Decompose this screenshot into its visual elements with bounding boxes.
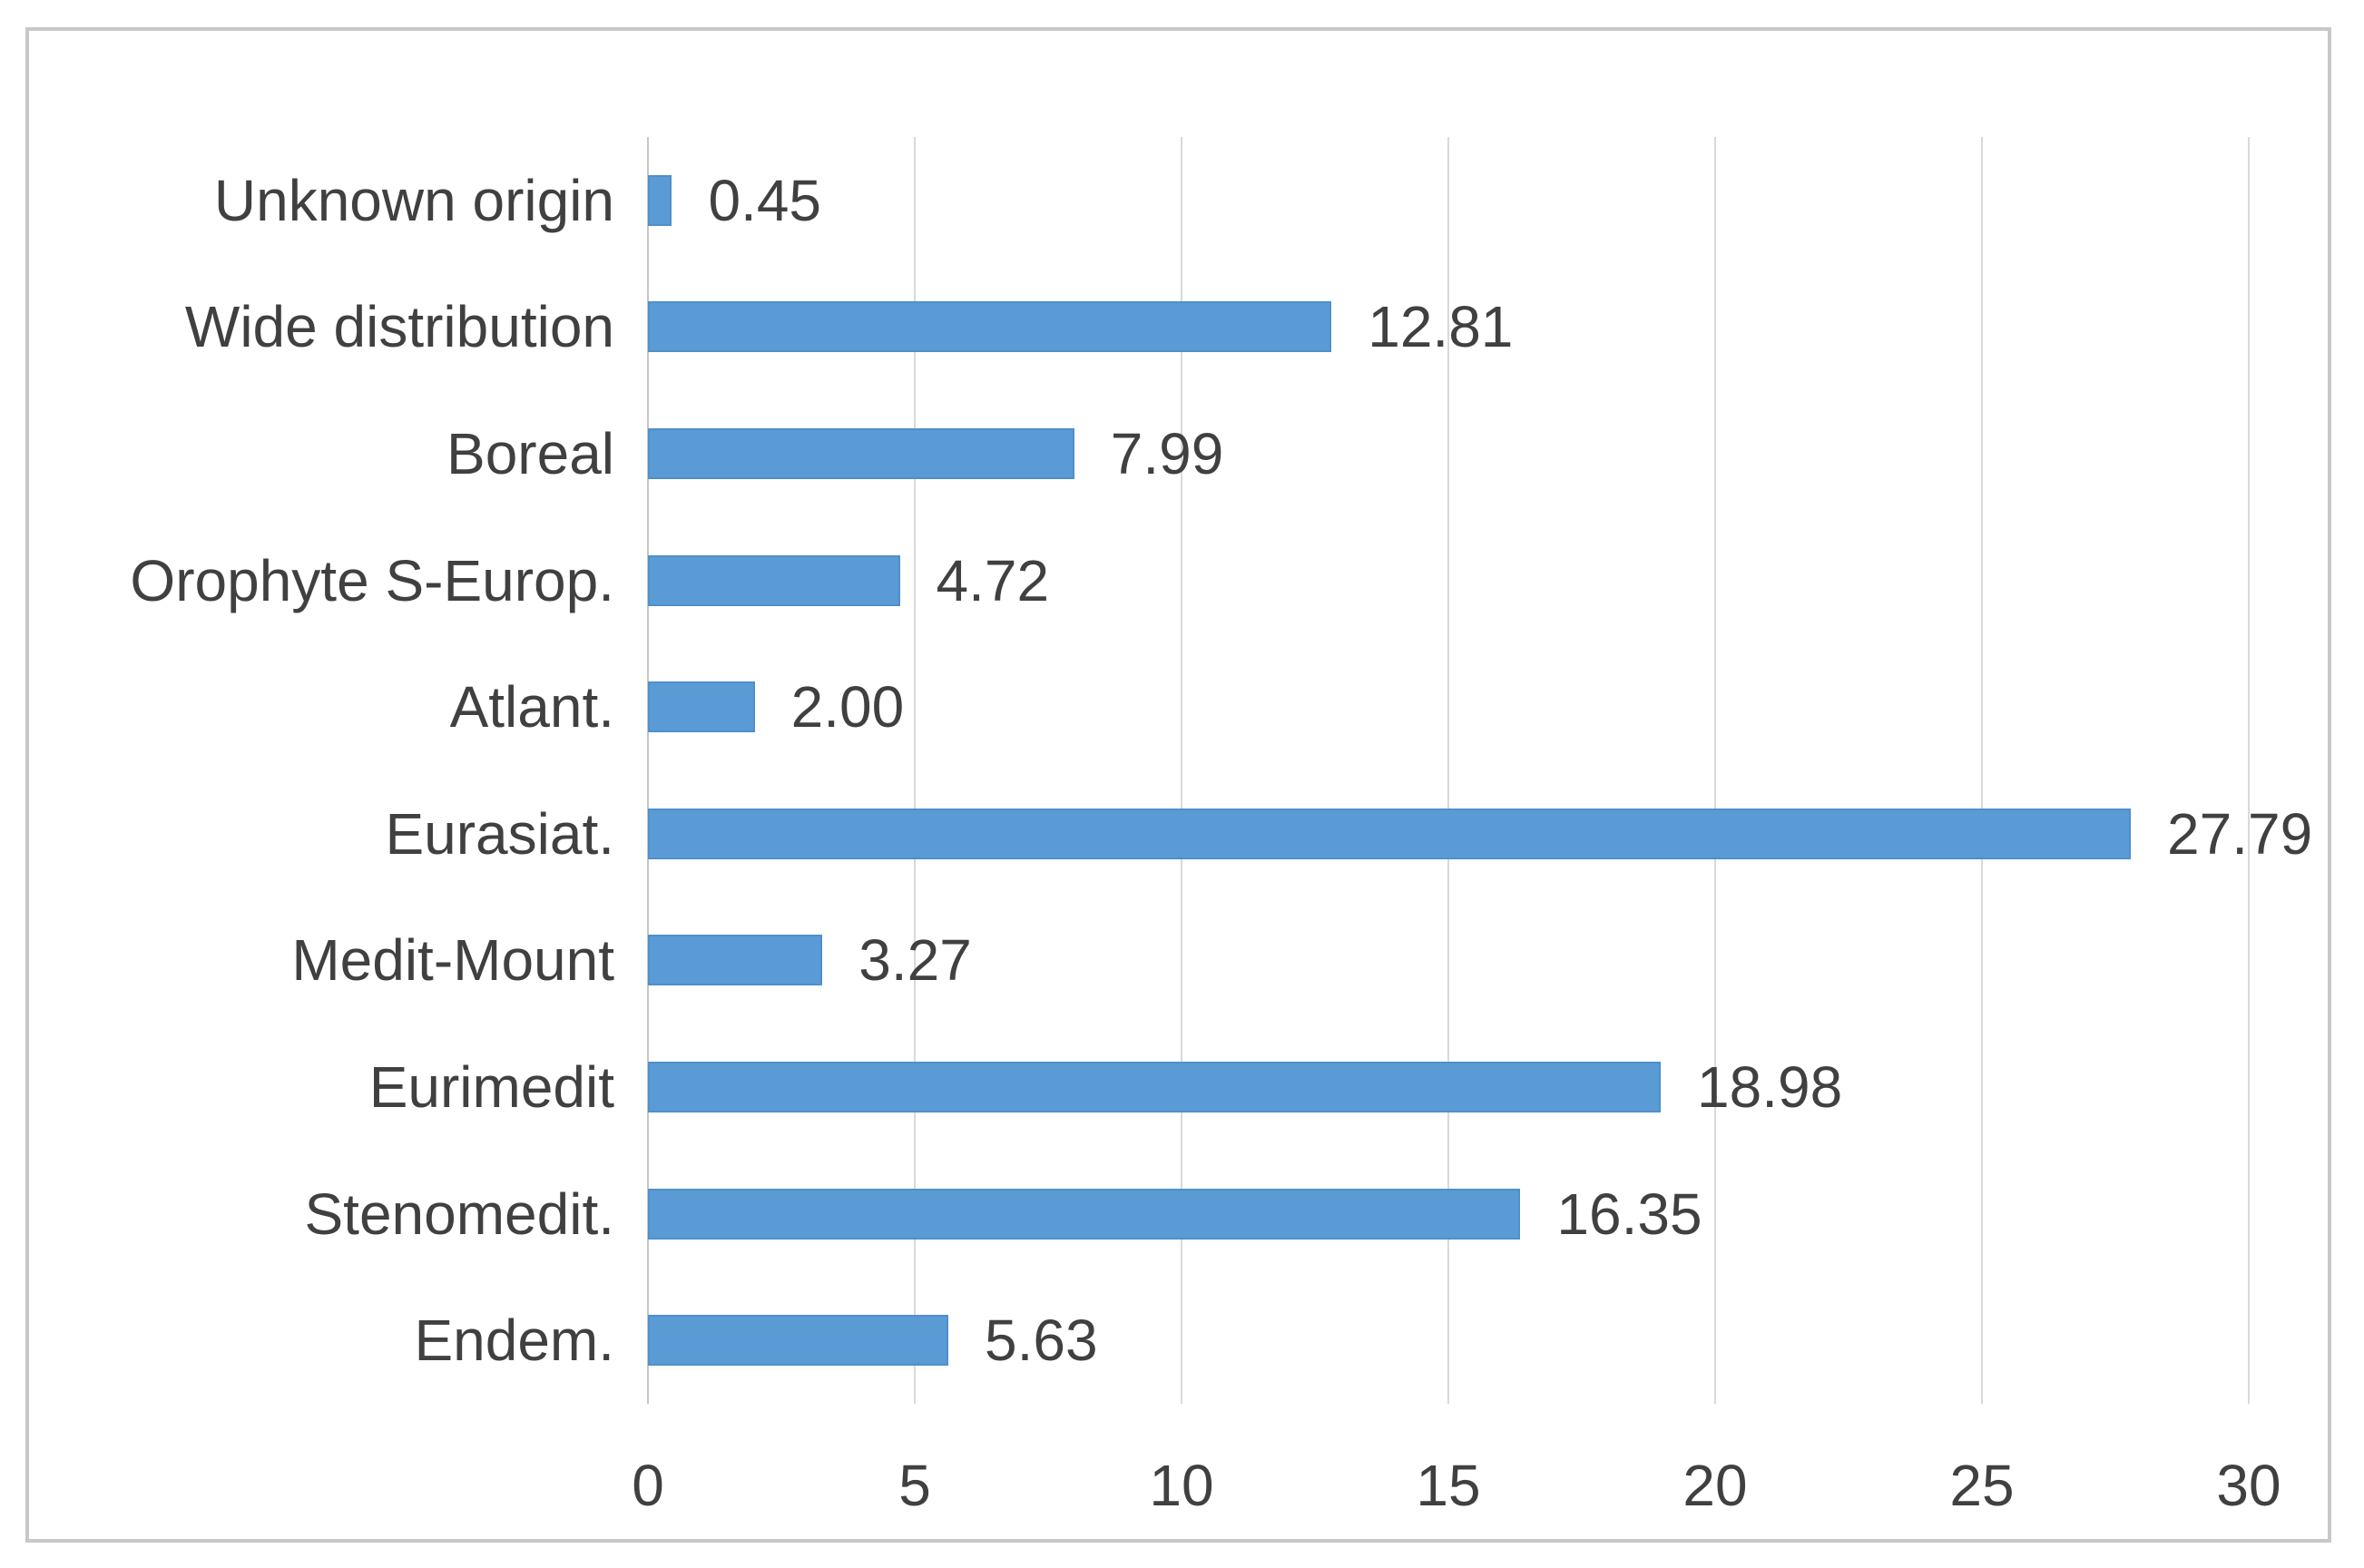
- value-label-eurasiat: 27.79: [2167, 800, 2313, 867]
- bar-boreal: [648, 428, 1074, 479]
- bar-medit-mount: [648, 935, 823, 986]
- bar-eurasiat: [648, 808, 2132, 859]
- bar-unknown-origin: [648, 174, 672, 226]
- gridline-x-25: [1981, 137, 1983, 1404]
- gridline-x-10: [1181, 137, 1182, 1404]
- bar-wide-distribution: [648, 301, 1332, 353]
- category-label-orophyte-s-europ: Orophyte S-Europ.: [130, 547, 614, 613]
- bar-orophyte-s-europ: [648, 554, 900, 606]
- x-tick-label-25: 25: [1949, 1453, 2015, 1518]
- value-label-orophyte-s-europ: 4.72: [936, 547, 1050, 613]
- value-label-endem: 5.63: [985, 1308, 1098, 1374]
- category-axis-labels: Unknown origin Wide distribution Boreal Oro…: [65, 137, 614, 1404]
- category-label-unknown-origin: Unknown origin: [213, 167, 614, 233]
- x-tick-label-30: 30: [2216, 1453, 2281, 1518]
- value-label-boreal: 7.99: [1110, 420, 1224, 486]
- chart-frame: Unknown origin Wide distribution Boreal Oro…: [25, 27, 2331, 1543]
- category-label-medit-mount: Medit-Mount: [291, 927, 614, 994]
- gridline-x-30: [2248, 137, 2250, 1404]
- value-label-medit-mount: 3.27: [858, 927, 972, 994]
- bar-stenomedit: [648, 1188, 1521, 1240]
- value-label-eurimedit: 18.98: [1697, 1054, 1843, 1120]
- value-label-stenomedit: 16.35: [1556, 1181, 1702, 1247]
- category-axis-line: [647, 137, 649, 1404]
- gridline-x-20: [1714, 137, 1716, 1404]
- category-label-stenomedit: Stenomedit.: [304, 1181, 614, 1247]
- value-label-atlant: 2.00: [790, 674, 905, 740]
- plot-area: 0.45 12.81 7.99 4.72 2.00 27.79 3.27 18.98 16.35…: [647, 137, 2327, 1404]
- x-tick-label-15: 15: [1416, 1453, 1481, 1518]
- x-tick-label-5: 5: [898, 1453, 931, 1518]
- category-label-atlant: Atlant.: [449, 674, 614, 740]
- category-label-eurasiat: Eurasiat.: [385, 800, 614, 867]
- gridline-x-5: [914, 137, 916, 1404]
- bar-eurimedit: [648, 1062, 1662, 1112]
- x-tick-label-10: 10: [1149, 1453, 1214, 1518]
- value-axis-labels: 0 5 10 15 20 25 30: [632, 1436, 2327, 1535]
- category-label-endem: Endem.: [414, 1308, 614, 1374]
- value-label-wide-distribution: 12.81: [1368, 294, 1514, 360]
- gridline-x-15: [1447, 137, 1449, 1404]
- value-label-unknown-origin: 0.45: [708, 167, 822, 233]
- bar-atlant: [648, 681, 755, 733]
- x-tick-label-0: 0: [632, 1453, 664, 1518]
- x-tick-label-20: 20: [1682, 1453, 1748, 1518]
- bar-endem: [648, 1315, 949, 1367]
- category-label-boreal: Boreal: [446, 420, 614, 486]
- category-label-eurimedit: Eurimedit: [368, 1054, 614, 1120]
- category-label-wide-distribution: Wide distribution: [184, 294, 614, 360]
